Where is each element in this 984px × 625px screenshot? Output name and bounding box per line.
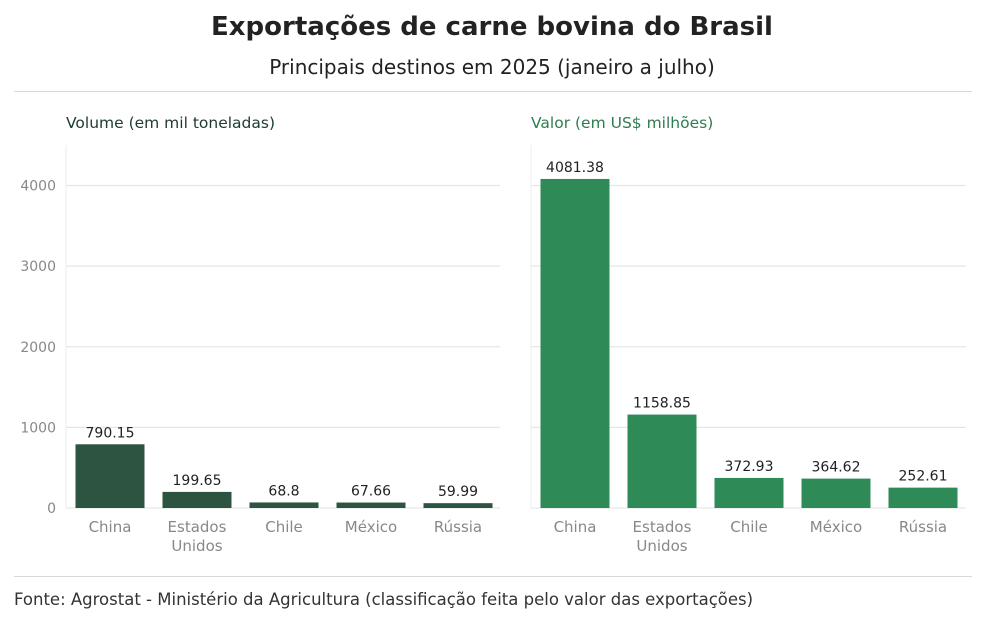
bar-1-5: [423, 503, 493, 508]
y-tick-label: 2000: [20, 340, 56, 356]
data-label: 67.66: [351, 484, 391, 500]
category-label: México: [810, 518, 862, 536]
panel-title-1: Volume (em mil toneladas): [66, 114, 275, 132]
bar-2-2: [627, 414, 697, 508]
category-label: México: [345, 518, 397, 536]
data-label: 1158.85: [633, 396, 691, 412]
bar-2-3: [714, 477, 784, 508]
category-label: Estados Unidos: [633, 518, 692, 555]
bar-2-5: [888, 487, 958, 508]
data-label: 59.99: [438, 484, 478, 500]
bar-2-1: [540, 178, 610, 509]
top-divider: [14, 91, 972, 92]
bar-1-4: [336, 502, 406, 508]
chart-subtitle: Principais destinos em 2025 (janeiro a j…: [269, 55, 715, 79]
y-tick-label: 1000: [20, 420, 56, 436]
y-tick-label: 3000: [20, 259, 56, 275]
data-label: 252.61: [899, 469, 948, 485]
bottom-divider: [14, 576, 972, 577]
chart-title: Exportações de carne bovina do Brasil: [211, 12, 773, 42]
y-tick-label: 4000: [20, 179, 56, 195]
category-label: Rússia: [899, 518, 947, 536]
source-note: Fonte: Agrostat - Ministério da Agricult…: [14, 590, 754, 609]
bar-1-1: [75, 444, 145, 508]
data-label: 372.93: [725, 459, 774, 475]
panel-title-2: Valor (em US$ milhões): [531, 114, 713, 132]
category-label: China: [554, 518, 597, 536]
category-label: China: [89, 518, 132, 536]
data-label: 364.62: [812, 460, 861, 476]
data-label: 68.8: [268, 483, 299, 499]
data-label: 790.15: [86, 425, 135, 441]
category-label: Estados Unidos: [168, 518, 227, 555]
category-label: Chile: [730, 518, 768, 536]
bar-1-3: [249, 502, 319, 508]
category-label: Chile: [265, 518, 303, 536]
bar-2-4: [801, 478, 871, 508]
data-label: 199.65: [173, 473, 222, 489]
bar-1-2: [162, 491, 232, 508]
bar-charts: Volume (em mil toneladas) 0 1000 2000 3000 40…: [20, 114, 966, 555]
category-label: Rússia: [434, 518, 482, 536]
data-label: 4081.38: [546, 160, 604, 176]
y-tick-label: 0: [47, 501, 56, 517]
